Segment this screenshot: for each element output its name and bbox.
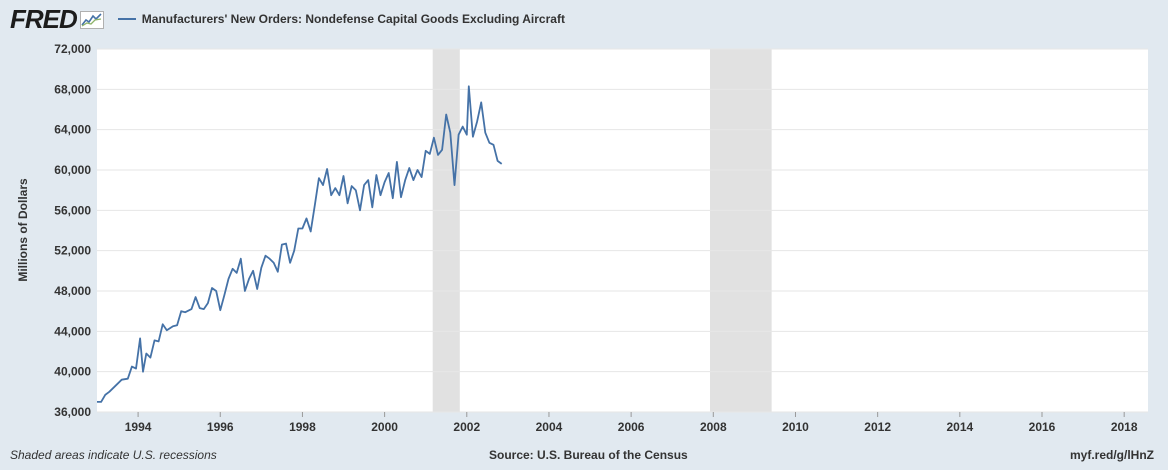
- x-tick-label: 2014: [946, 420, 973, 434]
- y-tick-label: 52,000: [54, 244, 91, 258]
- y-tick-label: 56,000: [54, 203, 91, 217]
- y-tick-label: 64,000: [54, 123, 91, 137]
- series-line[interactable]: [97, 85, 503, 403]
- grid-lines: [97, 48, 1148, 413]
- source-note: Source: U.S. Bureau of the Census: [489, 448, 688, 462]
- y-axis-title: Millions of Dollars: [16, 178, 30, 282]
- x-tick-label: 2012: [864, 420, 891, 434]
- y-tick-label: 40,000: [54, 365, 91, 379]
- x-axis-ticks: 1994 1996 1998 2000 2002 2004 2006 2008 2010 2012…: [125, 412, 1138, 434]
- legend-swatch: [117, 18, 136, 20]
- y-tick-label: 36,000: [54, 405, 91, 419]
- x-tick-label: 1996: [207, 420, 234, 434]
- chart-header: FRED Manufacturers' New Orders: Nondefen…: [10, 4, 565, 35]
- y-tick-label: 48,000: [54, 284, 91, 298]
- recession-band: [710, 49, 772, 412]
- recession-band: [432, 49, 460, 412]
- x-tick-label: 2000: [371, 420, 398, 434]
- chart-svg[interactable]: 36,000 40,000 44,000 48,000 52,000 56,000 60,0…: [0, 0, 1168, 446]
- fred-logo-text: FRED: [10, 3, 78, 34]
- chart-area: 36,000 40,000 44,000 48,000 52,000 56,000 60,0…: [0, 0, 1168, 446]
- x-tick-label: 2016: [1029, 420, 1056, 434]
- x-tick-label: 1994: [125, 420, 152, 434]
- x-tick-label: 2002: [453, 420, 480, 434]
- fred-logo-graph-icon: [79, 11, 104, 29]
- x-tick-label: 2004: [536, 420, 563, 434]
- short-url-link[interactable]: myf.red/g/lHnZ: [1069, 448, 1154, 462]
- y-tick-label: 60,000: [54, 163, 91, 177]
- fred-logo[interactable]: FRED: [10, 4, 104, 35]
- legend-series-label: Manufacturers' New Orders: Nondefense Ca…: [141, 12, 565, 26]
- y-tick-label: 68,000: [54, 82, 91, 96]
- plot-background: [97, 49, 1148, 412]
- y-tick-label: 44,000: [54, 324, 91, 338]
- x-tick-label: 2008: [700, 420, 727, 434]
- recession-shading: [432, 49, 772, 412]
- y-tick-label: 72,000: [54, 42, 91, 56]
- x-tick-label: 2006: [618, 420, 645, 434]
- legend[interactable]: Manufacturers' New Orders: Nondefense Ca…: [117, 12, 565, 26]
- x-tick-label: 2018: [1111, 420, 1138, 434]
- y-axis-ticks: 36,000 40,000 44,000 48,000 52,000 56,000 60,0…: [54, 42, 91, 419]
- x-tick-label: 1998: [289, 420, 316, 434]
- x-tick-label: 2010: [782, 420, 809, 434]
- recession-note: Shaded areas indicate U.S. recessions: [10, 448, 217, 462]
